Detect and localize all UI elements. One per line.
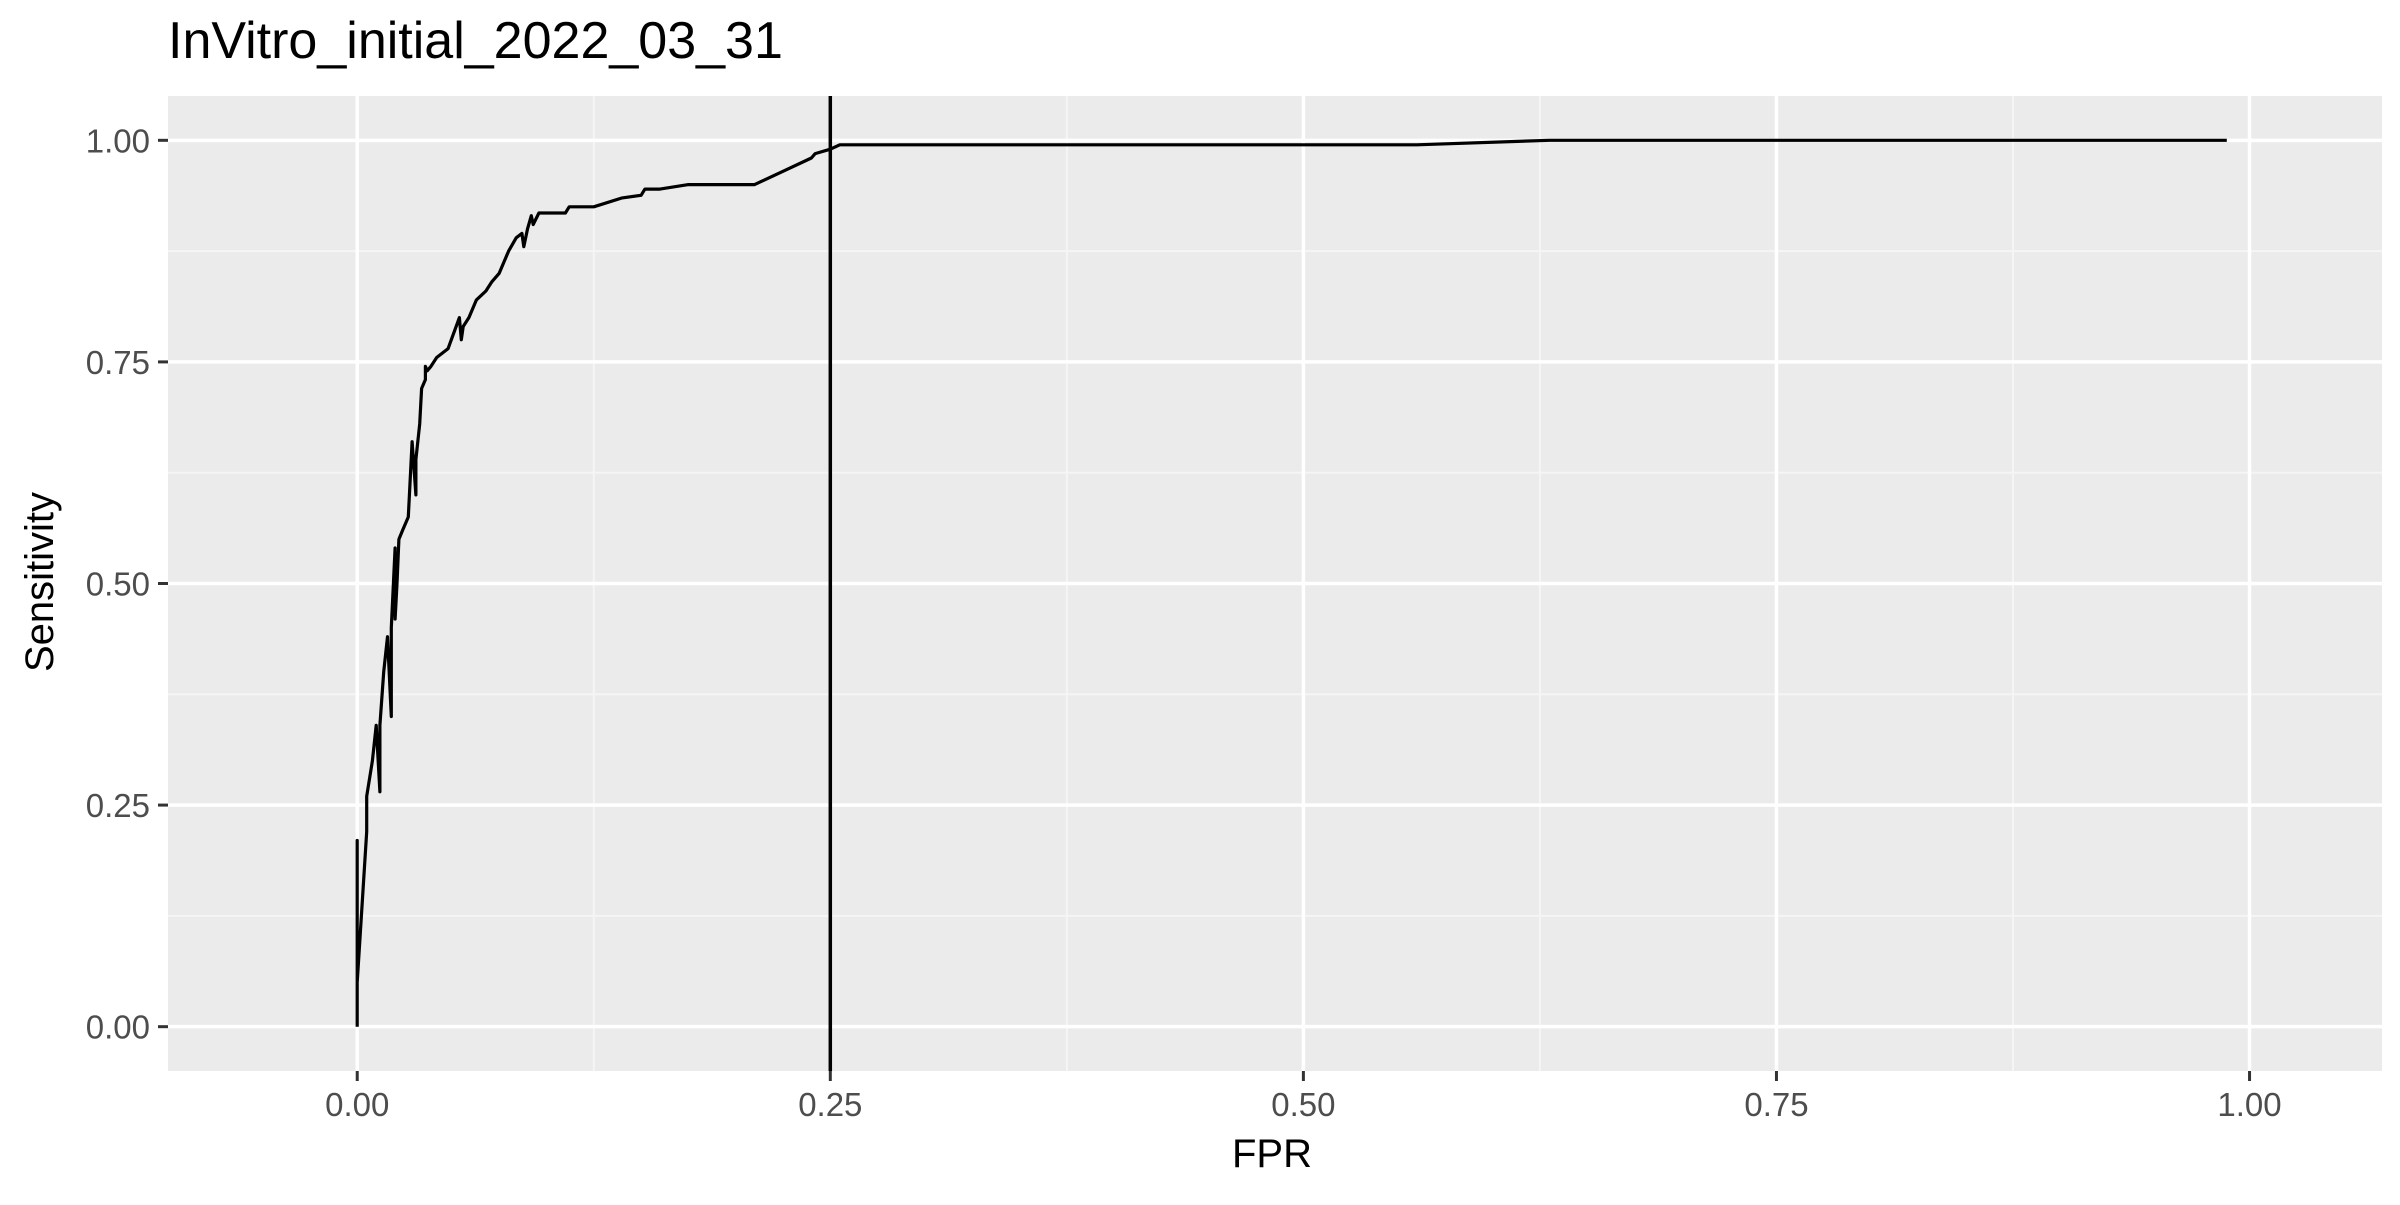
x-tick-label: 0.50: [1271, 1086, 1335, 1123]
x-tick-label: 1.00: [2217, 1086, 2281, 1123]
x-tick-label: 0.25: [798, 1086, 862, 1123]
y-tick-label: 0.75: [86, 344, 150, 381]
y-tick-label: 0.00: [86, 1009, 150, 1046]
y-axis: 0.00 0.25 0.50 0.75 1.00: [86, 122, 168, 1046]
minor-gridlines: [168, 96, 2382, 1071]
y-tick-label: 0.25: [86, 787, 150, 824]
x-axis: 0.00 0.25 0.50 0.75 1.00: [325, 1071, 2282, 1123]
roc-curve-line: [355, 138, 2227, 1027]
y-tick-label: 1.00: [86, 122, 150, 159]
series-layer: [355, 138, 2227, 1027]
y-tick-label: 0.50: [86, 566, 150, 603]
y-axis-title: Sensitivity: [18, 492, 62, 672]
x-tick-label: 0.75: [1744, 1086, 1808, 1123]
chart-title: InVitro_initial_2022_03_31: [168, 12, 783, 70]
x-axis-title: FPR: [1232, 1132, 1312, 1176]
x-tick-label: 0.00: [325, 1086, 389, 1123]
major-gridlines: [168, 96, 2382, 1071]
